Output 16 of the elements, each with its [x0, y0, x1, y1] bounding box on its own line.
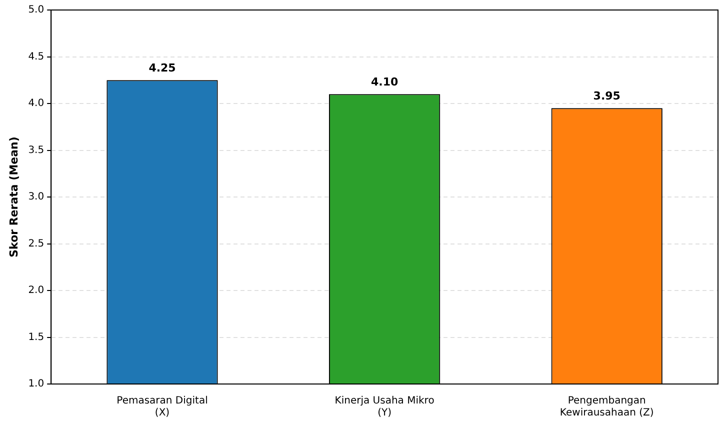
y-tick-label: 1.5 — [28, 332, 44, 343]
y-tick-label: 5.0 — [28, 4, 44, 16]
x-tick-label: Kinerja Usaha Mikro (Y) — [334, 396, 434, 419]
x-tick-label: Pengembangan Kewirausahaan (Z) — [560, 396, 654, 419]
y-tick-label: 3.0 — [28, 192, 44, 203]
data-label: 4.25 — [148, 61, 176, 74]
data-label: 4.10 — [370, 76, 398, 89]
y-tick-label: 4.0 — [28, 98, 44, 110]
y-tick-label: 4.5 — [28, 51, 44, 62]
y-tick-label: 2.0 — [28, 285, 44, 296]
data-label: 3.95 — [593, 90, 620, 103]
y-axis-title: Skor Rerata (Mean) — [7, 136, 20, 258]
y-tick-label: 2.5 — [28, 238, 44, 250]
x-tick-label: Pemasaran Digital (X) — [116, 396, 208, 419]
y-tick-label: 3.5 — [28, 144, 44, 156]
y-tick-label: 1.0 — [28, 378, 44, 390]
